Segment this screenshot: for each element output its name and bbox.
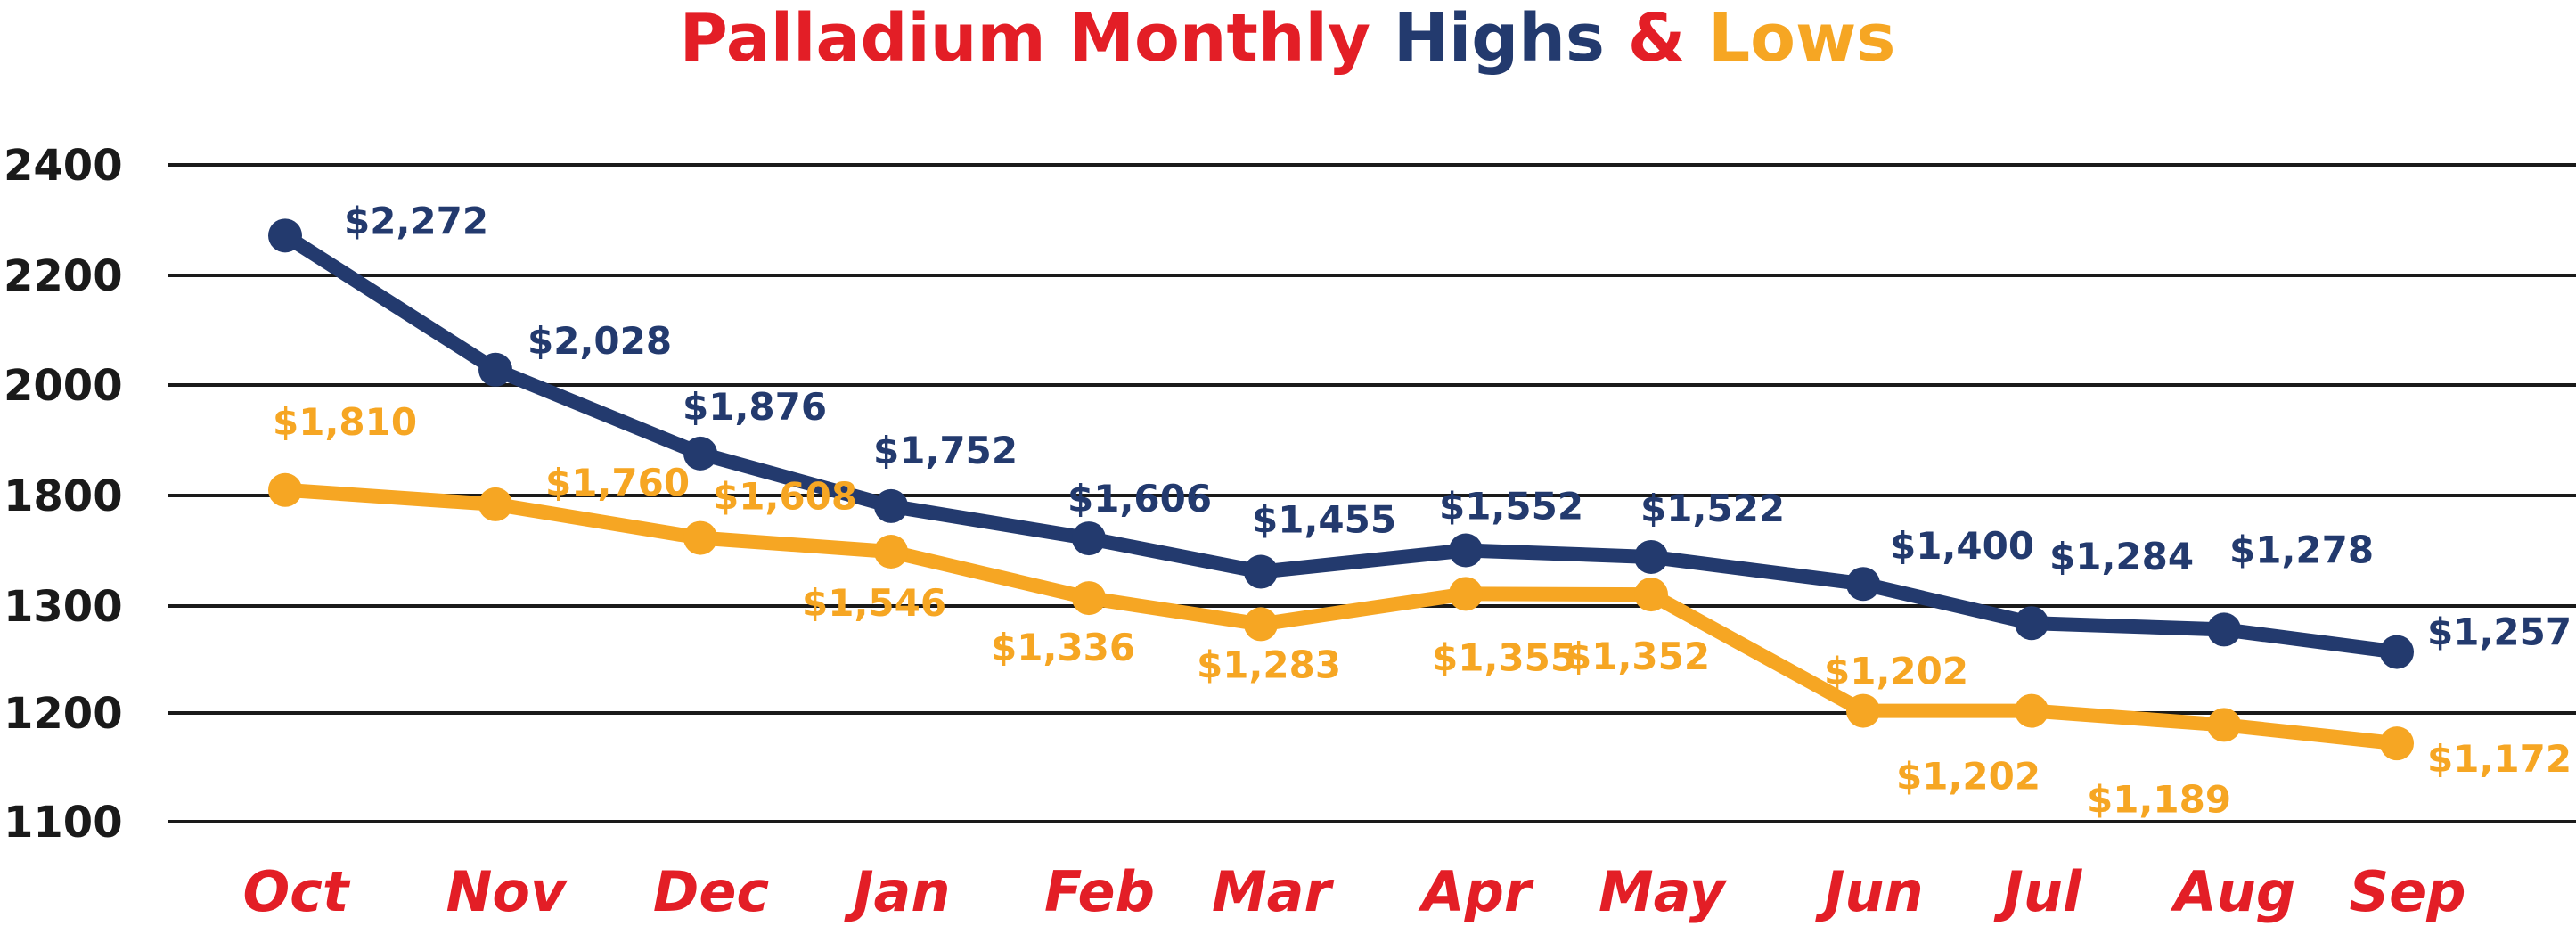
x-tick-label: Jun — [1814, 859, 1923, 924]
highs-point — [1634, 539, 1668, 574]
highs-point — [1244, 554, 1278, 589]
y-tick-label: 1200 — [4, 689, 123, 739]
lows-data-label: $1,283 — [1197, 643, 1341, 686]
x-axis-ticks: Oct Nov Dec Jan Feb Mar Apr May Jun Jul Aug Sep — [242, 859, 2466, 924]
highs-point — [874, 488, 908, 523]
x-tick-label: Jul — [1993, 859, 2082, 924]
highs-point — [683, 436, 717, 471]
lows-data-label: $1,336 — [991, 626, 1135, 669]
x-tick-label: Oct — [242, 859, 350, 924]
highs-data-label: $2,272 — [344, 199, 488, 242]
series-layer — [268, 218, 2414, 761]
lows-data-label: $1,352 — [1566, 635, 1710, 678]
lows-point — [1244, 607, 1278, 642]
highs-point — [2380, 635, 2414, 669]
x-tick-label: Feb — [1044, 859, 1155, 924]
x-tick-label: Sep — [2349, 859, 2466, 924]
lows-data-label: $1,355 — [1432, 635, 1576, 679]
highs-data-label: $1,278 — [2229, 528, 2374, 571]
y-tick-label: 2400 — [4, 141, 123, 191]
lows-point — [683, 520, 717, 555]
highs-line — [278, 228, 2404, 660]
x-tick-label: Aug — [2170, 859, 2296, 924]
highs-data-label: $1,552 — [1439, 485, 1583, 528]
lows-data-label: $1,810 — [273, 400, 417, 444]
title-part-2: & — [1628, 0, 1708, 77]
x-tick-label: Mar — [1212, 859, 1335, 924]
lows-point — [2380, 726, 2414, 761]
title-part-1: Highs — [1394, 0, 1628, 77]
highs-point — [268, 218, 302, 253]
highs-data-label: $1,400 — [1890, 524, 2034, 568]
lows-point — [2015, 693, 2049, 728]
lows-data-label: $1,189 — [2087, 777, 2231, 821]
lows-point — [1072, 581, 1106, 616]
highs-point — [478, 352, 512, 387]
highs-point — [1449, 533, 1483, 568]
lows-data-label: $1,202 — [1824, 650, 1968, 693]
x-tick-label: Nov — [446, 859, 568, 924]
highs-data-label: $1,876 — [683, 385, 827, 429]
chart-title: Palladium Monthly Highs & Lows — [680, 0, 1896, 77]
lows-data-label: $1,546 — [802, 581, 946, 625]
highs-data-label: $1,606 — [1067, 477, 1212, 520]
highs-data-label: $1,455 — [1252, 498, 1396, 542]
lows-data-label: $1,172 — [2427, 737, 2572, 781]
data-labels: $1,810 $1,760 $1,608 $1,546 $1,336 $1,283 $1,3… — [273, 199, 2572, 821]
highs-data-label: $2,028 — [527, 319, 672, 363]
highs-data-label: $1,284 — [2049, 535, 2194, 578]
lows-line — [278, 482, 2404, 751]
highs-data-label: $1,752 — [873, 429, 1018, 472]
title-part-0: Palladium Monthly — [680, 0, 1394, 77]
highs-point — [2207, 612, 2241, 647]
lows-data-label: $1,760 — [545, 461, 690, 504]
highs-data-label: $1,522 — [1640, 487, 1785, 530]
y-tick-label: 2200 — [4, 251, 123, 301]
title-part-3: Lows — [1708, 0, 1895, 77]
highs-data-label: $1,257 — [2427, 610, 2572, 654]
lows-point — [1634, 578, 1668, 612]
highs-point — [1072, 521, 1106, 556]
x-tick-label: May — [1599, 859, 1728, 924]
highs-point — [1846, 567, 1880, 602]
y-tick-label: 1800 — [4, 471, 123, 521]
y-tick-label: 1100 — [4, 798, 123, 848]
x-tick-label: Apr — [1418, 859, 1534, 924]
y-axis-ticks: 2400 2200 2000 1800 1300 1200 1100 — [4, 141, 123, 848]
y-tick-label: 2000 — [4, 361, 123, 411]
lows-point — [1846, 693, 1880, 728]
x-tick-label: Dec — [653, 859, 770, 924]
lows-point — [478, 487, 512, 521]
lows-data-label: $1,202 — [1896, 755, 2040, 799]
lows-point — [874, 534, 908, 569]
lows-data-label: $1,608 — [713, 475, 857, 519]
highs-point — [2015, 606, 2049, 641]
lows-point — [268, 472, 302, 507]
x-tick-label: Jan — [843, 859, 950, 924]
y-tick-label: 1300 — [4, 582, 123, 632]
lows-point — [1449, 577, 1483, 611]
lows-point — [2207, 708, 2241, 742]
